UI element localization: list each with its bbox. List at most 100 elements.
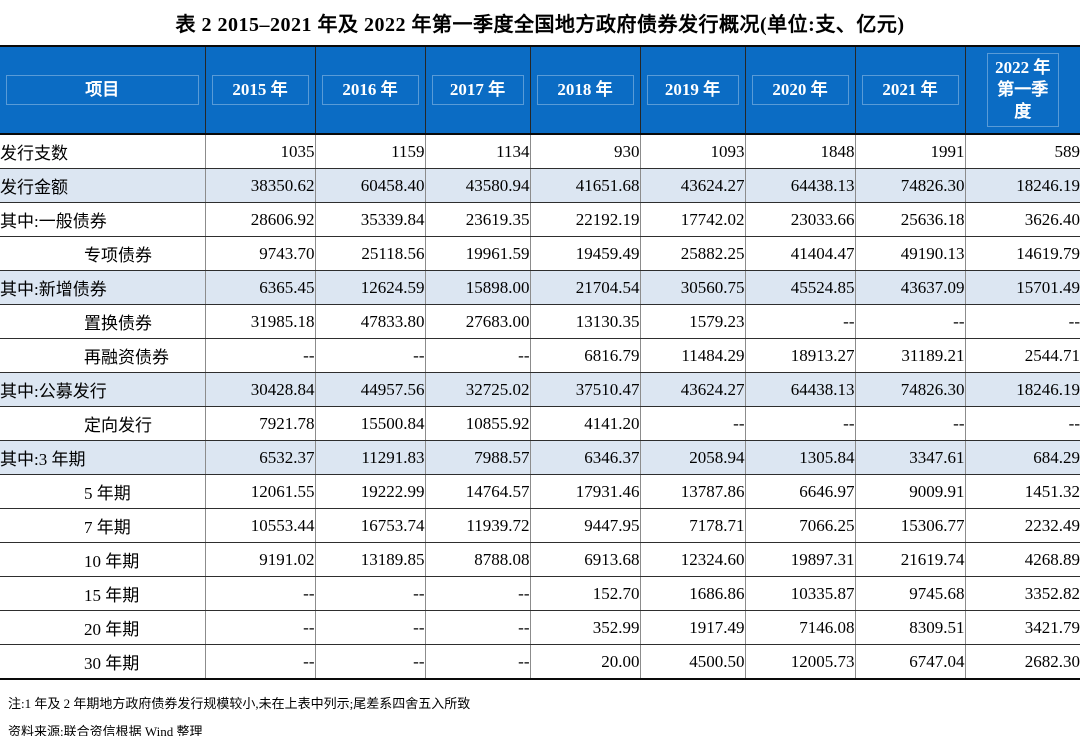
value-cell: 3421.79	[964, 610, 1080, 646]
value-cell: 7146.08	[744, 610, 855, 646]
value-cell: 14619.79	[964, 236, 1080, 272]
value-cell: --	[964, 406, 1080, 442]
header-cell-label: 2020 年	[751, 75, 849, 106]
header-cell-item: 项目	[0, 44, 205, 136]
header-cell-label: 2018 年	[536, 75, 634, 106]
value-cell: 19897.31	[744, 542, 855, 578]
table-row: 其中:新增债券 6365.45 12624.59 15898.00 21704.54 30…	[0, 270, 1080, 306]
table-row: 置换债券 31985.18 47833.80 27683.00 13130.35 1579…	[0, 304, 1080, 340]
value-cell: 12005.73	[744, 644, 855, 681]
row-label: 5 年期	[0, 474, 205, 510]
value-cell: 9743.70	[204, 236, 315, 272]
row-label: 30 年期	[0, 644, 205, 681]
value-cell: 4268.89	[964, 542, 1080, 578]
table-note: 注:1 年及 2 年期地方政府债券发行规模较小,未在上表中列示;尾差系四舍五入所…	[8, 696, 471, 712]
value-cell: 22192.19	[529, 202, 640, 238]
value-cell: 152.70	[529, 576, 640, 612]
value-cell: 8788.08	[424, 542, 530, 578]
value-cell: 9009.91	[854, 474, 965, 510]
value-cell: 15701.49	[964, 270, 1080, 306]
value-cell: 9447.95	[529, 508, 640, 544]
value-cell: 20.00	[529, 644, 640, 681]
bond-issuance-table: 项目 2015 年 2016 年 2017 年 2018 年 2019 年 2020 年 20…	[0, 44, 1080, 681]
value-cell: 28606.92	[204, 202, 315, 238]
value-cell: --	[424, 338, 530, 374]
row-label: 置换债券	[0, 304, 205, 340]
value-cell: 25882.25	[639, 236, 745, 272]
value-cell: 7178.71	[639, 508, 745, 544]
value-cell: 74826.30	[854, 372, 965, 408]
value-cell: 11484.29	[639, 338, 745, 374]
value-cell: 10335.87	[744, 576, 855, 612]
value-cell: 8309.51	[854, 610, 965, 646]
value-cell: 589	[964, 134, 1080, 170]
value-cell: --	[854, 406, 965, 442]
value-cell: --	[204, 644, 315, 681]
value-cell: 12061.55	[204, 474, 315, 510]
value-cell: 35339.84	[314, 202, 425, 238]
table-row: 其中:3 年期 6532.37 11291.83 7988.57 6346.37 2058…	[0, 440, 1080, 476]
value-cell: 6532.37	[204, 440, 315, 476]
value-cell: 44957.56	[314, 372, 425, 408]
value-cell: --	[639, 406, 745, 442]
header-cell-label: 2019 年	[646, 75, 739, 106]
row-label: 其中:公募发行	[0, 372, 205, 408]
table-row: 5 年期 12061.55 19222.99 14764.57 17931.46 1378…	[0, 474, 1080, 510]
value-cell: 12624.59	[314, 270, 425, 306]
value-cell: 74826.30	[854, 168, 965, 204]
header-cell-year: 2015 年	[204, 44, 315, 136]
value-cell: 9745.68	[854, 576, 965, 612]
value-cell: 6816.79	[529, 338, 640, 374]
value-cell: 15306.77	[854, 508, 965, 544]
value-cell: 43637.09	[854, 270, 965, 306]
value-cell: 49190.13	[854, 236, 965, 272]
header-cell-label: 2016 年	[321, 75, 419, 106]
value-cell: 1991	[854, 134, 965, 170]
value-cell: 16753.74	[314, 508, 425, 544]
value-cell: 18246.19	[964, 372, 1080, 408]
value-cell: 1305.84	[744, 440, 855, 476]
value-cell: 684.29	[964, 440, 1080, 476]
value-cell: --	[744, 304, 855, 340]
value-cell: 19961.59	[424, 236, 530, 272]
value-cell: 1917.49	[639, 610, 745, 646]
value-cell: --	[204, 338, 315, 374]
value-cell: 17931.46	[529, 474, 640, 510]
value-cell: 18246.19	[964, 168, 1080, 204]
row-label: 发行支数	[0, 134, 205, 170]
value-cell: 7988.57	[424, 440, 530, 476]
header-cell-year: 2019 年	[639, 44, 745, 136]
value-cell: 7066.25	[744, 508, 855, 544]
value-cell: 17742.02	[639, 202, 745, 238]
value-cell: 1451.32	[964, 474, 1080, 510]
value-cell: --	[314, 610, 425, 646]
value-cell: 11291.83	[314, 440, 425, 476]
value-cell: 25118.56	[314, 236, 425, 272]
row-label: 其中:一般债券	[0, 202, 205, 238]
table-title: 表 2 2015–2021 年及 2022 年第一季度全国地方政府债券发行概况(…	[175, 14, 905, 36]
value-cell: --	[204, 610, 315, 646]
value-cell: 1848	[744, 134, 855, 170]
value-cell: 31985.18	[204, 304, 315, 340]
table-row: 发行支数 1035 1159 1134 930 1093 1848 1991 589	[0, 134, 1080, 170]
value-cell: 3626.40	[964, 202, 1080, 238]
header-cell-year: 2016 年	[314, 44, 425, 136]
value-cell: 13189.85	[314, 542, 425, 578]
value-cell: 2058.94	[639, 440, 745, 476]
header-cell-year: 2021 年	[854, 44, 965, 136]
row-label: 定向发行	[0, 406, 205, 442]
value-cell: --	[314, 338, 425, 374]
value-cell: 21704.54	[529, 270, 640, 306]
value-cell: 13787.86	[639, 474, 745, 510]
value-cell: 6913.68	[529, 542, 640, 578]
value-cell: 2682.30	[964, 644, 1080, 681]
value-cell: 31189.21	[854, 338, 965, 374]
value-cell: 3347.61	[854, 440, 965, 476]
value-cell: --	[964, 304, 1080, 340]
value-cell: --	[424, 644, 530, 681]
value-cell: --	[424, 576, 530, 612]
row-label: 7 年期	[0, 508, 205, 544]
row-label: 15 年期	[0, 576, 205, 612]
value-cell: 6747.04	[854, 644, 965, 681]
table-row: 再融资债券 -- -- -- 6816.79 11484.29 18913.27 31189.…	[0, 338, 1080, 374]
